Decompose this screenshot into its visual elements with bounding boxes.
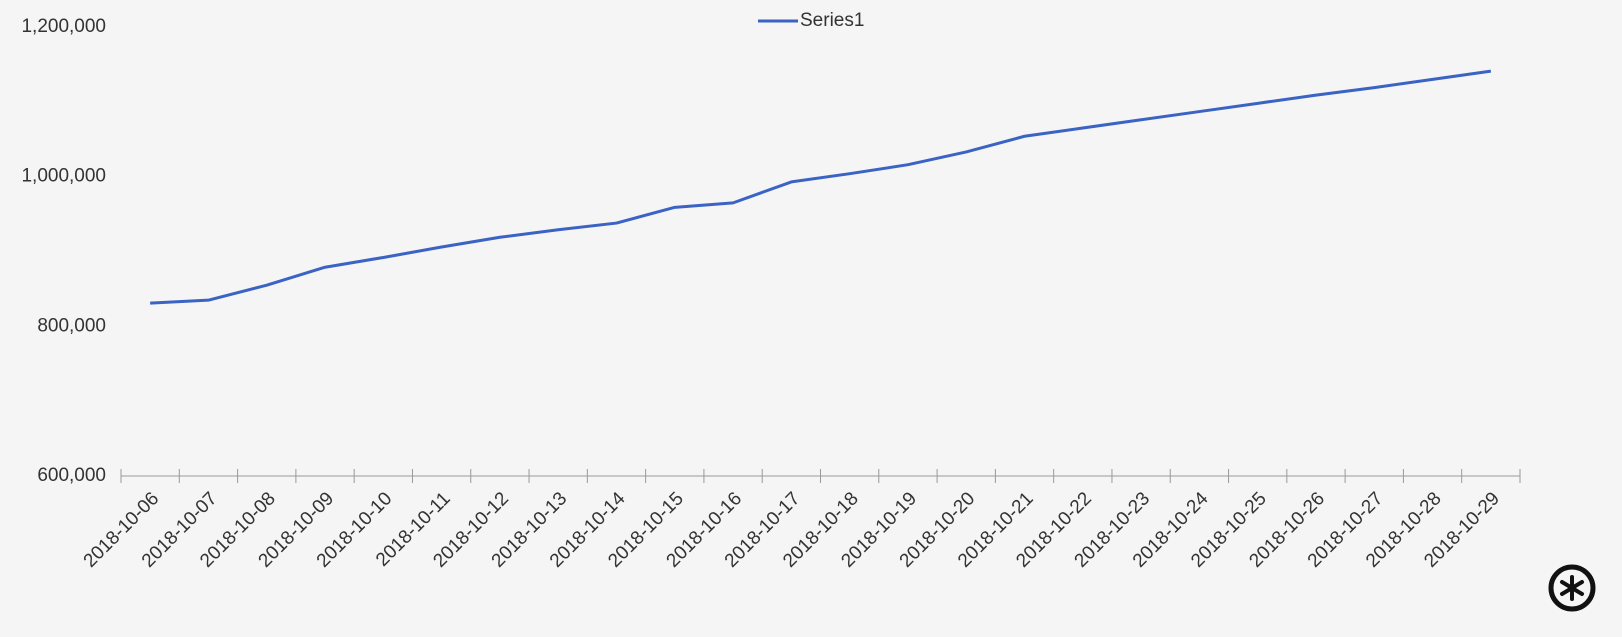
y-tick-label: 1,200,000 [21, 16, 106, 37]
y-tick-label: 1,000,000 [21, 166, 106, 187]
y-tick-label: 600,000 [37, 465, 106, 486]
y-tick-label: 800,000 [37, 315, 106, 336]
series-line [150, 69, 1492, 305]
legend-label: Series1 [800, 10, 864, 31]
logo [1548, 564, 1596, 612]
